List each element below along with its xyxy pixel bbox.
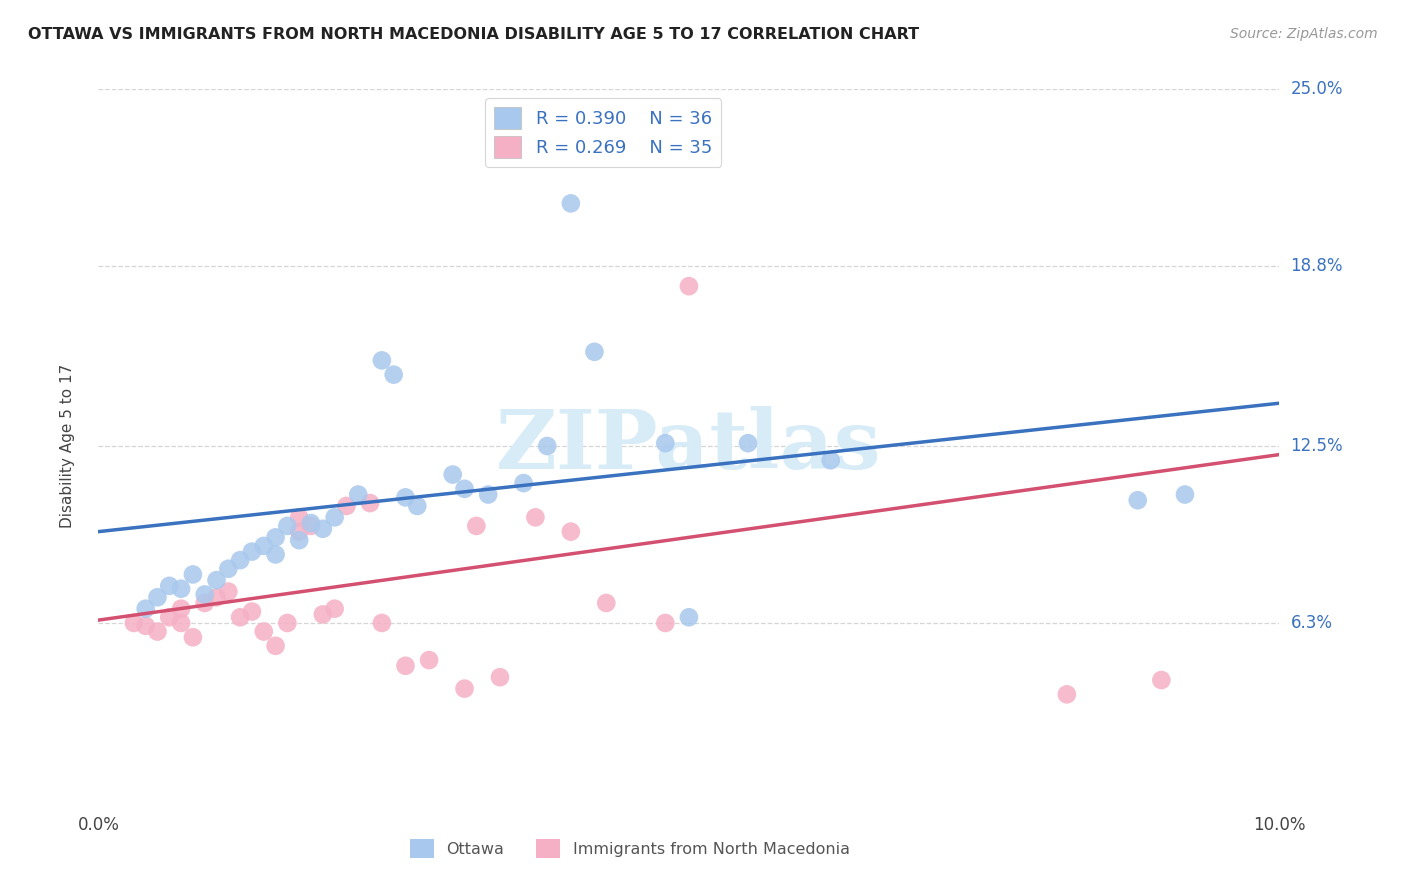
Point <box>453 681 475 696</box>
Point <box>394 658 416 673</box>
Point <box>536 439 558 453</box>
Point <box>253 539 276 553</box>
Point <box>1174 487 1197 501</box>
Point <box>146 591 169 605</box>
Point <box>453 482 475 496</box>
Point <box>654 615 676 630</box>
Point <box>406 499 429 513</box>
Point <box>229 553 252 567</box>
Legend: Ottawa, Immigrants from North Macedonia: Ottawa, Immigrants from North Macedonia <box>402 830 858 866</box>
Point <box>382 368 405 382</box>
Point <box>135 601 157 615</box>
Point <box>170 582 193 596</box>
Point <box>157 610 180 624</box>
Point <box>217 562 239 576</box>
Point <box>181 567 204 582</box>
Point <box>276 615 298 630</box>
Point <box>394 491 416 505</box>
Point <box>264 530 287 544</box>
Point <box>194 587 217 601</box>
Point <box>264 548 287 562</box>
Point <box>347 487 370 501</box>
Point <box>288 510 311 524</box>
Point <box>560 524 582 539</box>
Point <box>465 519 488 533</box>
Point <box>276 519 298 533</box>
Point <box>170 601 193 615</box>
Text: Source: ZipAtlas.com: Source: ZipAtlas.com <box>1230 27 1378 41</box>
Point <box>288 533 311 548</box>
Point <box>299 519 322 533</box>
Point <box>323 510 346 524</box>
Point <box>146 624 169 639</box>
Point <box>312 607 335 622</box>
Point <box>157 579 180 593</box>
Point <box>678 610 700 624</box>
Point <box>135 619 157 633</box>
Point <box>678 279 700 293</box>
Point <box>595 596 617 610</box>
Point <box>654 436 676 450</box>
Point <box>240 544 263 558</box>
Point <box>205 573 228 587</box>
Point <box>335 499 357 513</box>
Point <box>264 639 287 653</box>
Point <box>489 670 512 684</box>
Point <box>583 344 606 359</box>
Text: 6.3%: 6.3% <box>1291 614 1333 632</box>
Y-axis label: Disability Age 5 to 17: Disability Age 5 to 17 <box>60 364 75 528</box>
Point <box>418 653 440 667</box>
Text: 25.0%: 25.0% <box>1291 80 1343 98</box>
Text: OTTAWA VS IMMIGRANTS FROM NORTH MACEDONIA DISABILITY AGE 5 TO 17 CORRELATION CHA: OTTAWA VS IMMIGRANTS FROM NORTH MACEDONI… <box>28 27 920 42</box>
Point <box>1056 687 1078 701</box>
Point <box>299 516 322 530</box>
Point <box>1150 673 1173 687</box>
Point <box>441 467 464 482</box>
Point <box>312 522 335 536</box>
Point <box>170 615 193 630</box>
Point <box>323 601 346 615</box>
Point <box>253 624 276 639</box>
Point <box>477 487 499 501</box>
Point <box>737 436 759 450</box>
Point <box>217 584 239 599</box>
Text: 18.8%: 18.8% <box>1291 257 1343 275</box>
Point <box>524 510 547 524</box>
Point <box>1126 493 1149 508</box>
Point <box>820 453 842 467</box>
Point <box>122 615 145 630</box>
Point <box>560 196 582 211</box>
Point <box>371 353 394 368</box>
Point <box>512 476 534 491</box>
Text: 12.5%: 12.5% <box>1291 437 1343 455</box>
Point <box>371 615 394 630</box>
Point <box>240 605 263 619</box>
Text: ZIPatlas: ZIPatlas <box>496 406 882 486</box>
Point <box>359 496 381 510</box>
Point <box>229 610 252 624</box>
Point <box>205 591 228 605</box>
Point <box>181 630 204 644</box>
Point <box>194 596 217 610</box>
Point <box>288 524 311 539</box>
